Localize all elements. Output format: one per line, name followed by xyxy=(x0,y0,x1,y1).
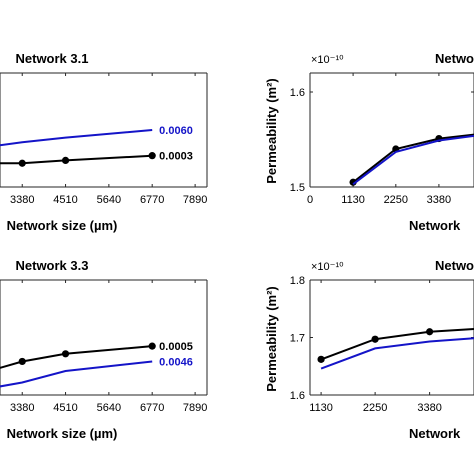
panel-title: Network 3.3 xyxy=(16,258,89,273)
y-axis-exponent: ×10⁻¹⁰ xyxy=(311,54,344,66)
data-label: 0.0046 xyxy=(159,356,193,368)
series-line-black xyxy=(352,133,474,184)
x-tick-label: 7890 xyxy=(183,194,207,206)
x-tick-label: 3380 xyxy=(427,194,451,206)
y-tick-label: 1.8 xyxy=(290,275,305,287)
y-tick-label: 1.6 xyxy=(290,87,305,99)
x-tick-label: 4510 xyxy=(53,402,77,414)
plot-area: 0 1130 2250 3380 1.5 1.6 xyxy=(290,72,474,206)
panel-title: Network 3.1 xyxy=(16,51,89,66)
panel-network-3-1: Network 3.1 3380 4510 5640 6770 7890 0.0060 0.… xyxy=(0,51,208,233)
data-layer xyxy=(0,129,156,167)
x-tick-label: 2250 xyxy=(363,402,387,414)
x-tick-label: 6770 xyxy=(140,402,164,414)
y-tick-label: 1.6 xyxy=(290,390,305,402)
data-layer xyxy=(0,342,156,388)
x-tick-label: 3380 xyxy=(10,402,34,414)
data-label: 0.0060 xyxy=(159,125,193,137)
x-tick-label: 0 xyxy=(307,194,313,206)
panel-title: Netwo xyxy=(435,51,474,66)
data-point xyxy=(18,357,26,366)
x-tick-label: 2250 xyxy=(384,194,408,206)
panel-permeability-top: Netwo ×10⁻¹⁰ 0 1130 2250 3380 1.5 1.6 Permeab… xyxy=(264,51,474,233)
x-axis-label: Network xyxy=(409,426,461,441)
series-line-blue xyxy=(0,360,153,388)
panel-title: Netwo xyxy=(435,258,474,273)
data-label: 0.0003 xyxy=(159,151,193,163)
x-tick-label: 3380 xyxy=(417,402,441,414)
x-tick-label: 6770 xyxy=(140,194,164,206)
x-axis-label: Network size (µm) xyxy=(7,218,118,233)
x-tick-label: 1130 xyxy=(341,194,365,206)
series-line-blue xyxy=(320,337,474,370)
plot-area: 3380 4510 5640 6770 7890 0.0060 0.0003 xyxy=(0,72,208,206)
x-tick-label: 5640 xyxy=(97,402,121,414)
y-axis-exponent: ×10⁻¹⁰ xyxy=(311,261,344,273)
x-axis-label: Network xyxy=(409,218,461,233)
data-point xyxy=(148,342,156,350)
data-point xyxy=(61,156,70,164)
y-tick-label: 1.5 xyxy=(290,182,305,194)
data-label: 0.0005 xyxy=(159,341,193,353)
data-point xyxy=(371,335,379,343)
plot-area: 3380 4510 5640 6770 7890 0.0005 0.0046 xyxy=(0,279,208,414)
panel-permeability-bottom: Netwo ×10⁻¹⁰ 1130 2250 3380 1.6 1.7 1.8 Perme… xyxy=(264,258,474,441)
series-line-black xyxy=(320,327,474,361)
x-tick-label: 3380 xyxy=(10,194,34,206)
panel-network-3-3: Network 3.3 3380 4510 5640 6770 7890 0.0005 0.… xyxy=(0,258,208,441)
x-tick-label: 4510 xyxy=(53,194,77,206)
y-axis-label: Permeability (m²) xyxy=(264,286,279,391)
data-point xyxy=(61,350,70,358)
data-point xyxy=(317,355,325,363)
y-axis-label: Permeability (m²) xyxy=(264,78,279,183)
data-layer xyxy=(317,327,474,370)
x-tick-label: 1130 xyxy=(309,402,333,414)
y-tick-label: 1.7 xyxy=(290,333,305,345)
series-line-black xyxy=(0,154,153,165)
data-layer xyxy=(349,133,474,186)
x-tick-label: 7890 xyxy=(183,402,207,414)
data-point xyxy=(18,159,26,167)
data-point xyxy=(148,152,156,160)
x-tick-label: 5640 xyxy=(97,194,121,206)
data-point xyxy=(426,328,434,336)
x-axis-label: Network size (µm) xyxy=(7,426,118,441)
plot-area: 1130 2250 3380 1.6 1.7 1.8 xyxy=(290,275,474,414)
series-line-black xyxy=(0,345,153,369)
series-line-blue xyxy=(0,129,153,147)
series-line-blue xyxy=(352,134,474,185)
